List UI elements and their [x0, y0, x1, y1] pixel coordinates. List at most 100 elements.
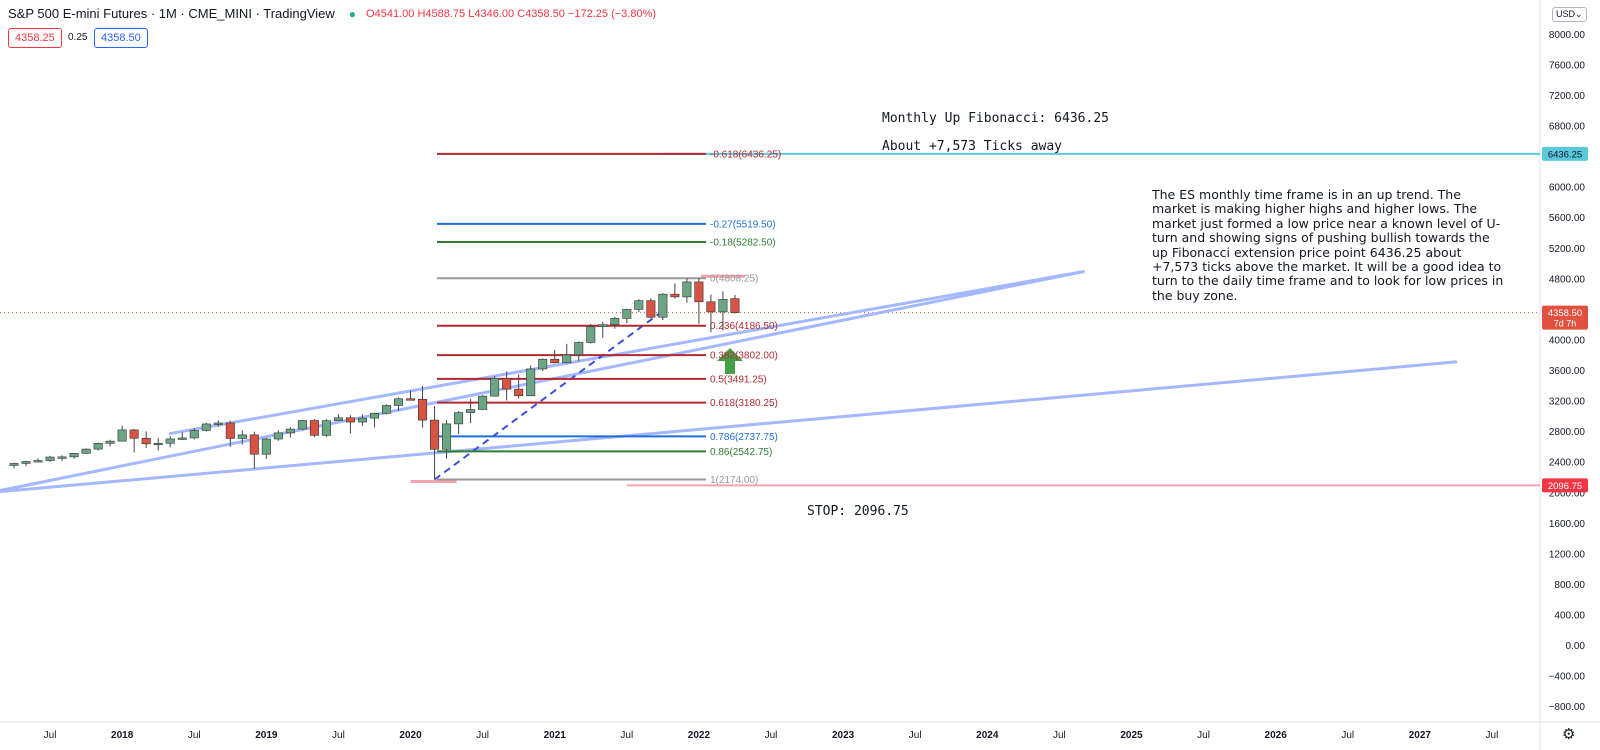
y-tick-label: 5600.00 — [1549, 213, 1586, 224]
x-tick-label: 2024 — [976, 730, 999, 741]
x-tick-label: 2023 — [832, 730, 855, 741]
candle-body — [538, 358, 548, 370]
gear-icon[interactable]: ⚙ — [1562, 726, 1576, 743]
buy-price-button[interactable]: 4358.50 — [94, 28, 148, 48]
candle-body — [129, 429, 139, 439]
last-price-label: 4358.50 — [1548, 308, 1582, 319]
fib-level-label: 0.5(3491.25) — [710, 374, 767, 385]
candle-body — [273, 432, 283, 440]
y-tick-label: 0.00 — [1566, 641, 1586, 652]
candle-body — [261, 438, 271, 455]
y-tick-label: 7600.00 — [1549, 60, 1586, 71]
x-tick-label: Jul — [332, 730, 345, 741]
candle-body — [285, 428, 295, 434]
green-up-arrow-icon — [717, 348, 743, 374]
candle-body — [610, 318, 620, 325]
candle-body — [490, 377, 500, 397]
sell-price-button[interactable]: 4358.25 — [8, 28, 62, 48]
candle-body — [213, 422, 223, 425]
candle-body — [57, 456, 67, 459]
spread-value: 0.25 — [68, 32, 88, 43]
candle-body — [502, 377, 512, 390]
last-price-label-bg — [1542, 305, 1588, 330]
fib-level-label: 0.382(3802.00) — [710, 351, 778, 362]
ticks-away-annotation[interactable]: About +7,573 Ticks away — [882, 139, 1063, 154]
low-value: L4346.00 — [468, 7, 515, 20]
candle-body — [393, 398, 404, 406]
trendline[interactable] — [0, 360, 1458, 494]
candle-body — [141, 437, 151, 445]
symbol-title[interactable]: S&P 500 E-mini Futures · 1M · CME_MINI ·… — [8, 6, 335, 21]
candlestick-series — [9, 278, 740, 480]
drawings — [0, 152, 1540, 494]
candle-body — [658, 293, 668, 318]
x-tick-label: Jul — [1053, 730, 1066, 741]
y-tick-label: 800.00 — [1554, 580, 1585, 591]
fib-level-label: -0.618(6436.25) — [710, 149, 781, 160]
y-tick-label: 3200.00 — [1549, 397, 1586, 408]
fib-target-annotation[interactable]: Monthly Up Fibonacci: 6436.25 — [882, 111, 1109, 126]
fib-level-label: -0.18(5282.50) — [710, 238, 776, 249]
candle-body — [33, 460, 43, 463]
x-tick-label: 2021 — [544, 730, 567, 741]
candle-body — [526, 368, 536, 397]
candle-body — [562, 354, 572, 364]
candle-body — [694, 281, 704, 303]
fibonacci-retracement[interactable]: -0.618(6436.25) -0.27(5519.50) -0.18(5282.… — [437, 149, 781, 486]
x-tick-label: Jul — [476, 730, 489, 741]
currency-selector[interactable]: USD⌄ — [1552, 7, 1587, 22]
candle-body — [418, 398, 428, 421]
target-price-label-bg — [1542, 146, 1588, 161]
candle-body — [718, 299, 728, 313]
stop-annotation[interactable]: STOP: 2096.75 — [807, 504, 909, 519]
y-tick-label: 4000.00 — [1549, 335, 1586, 346]
close-value: C4358.50 — [517, 7, 565, 20]
trendline[interactable] — [0, 270, 1085, 493]
y-tick-label: 7200.00 — [1549, 91, 1586, 102]
y-tick-label: 1200.00 — [1549, 549, 1586, 560]
x-tick-label: 2019 — [255, 730, 278, 741]
analysis-note[interactable]: The ES monthly time frame is in an up tr… — [1152, 187, 1504, 303]
y-tick-label: 6000.00 — [1549, 183, 1586, 194]
y-tick-label: 3600.00 — [1549, 366, 1586, 377]
y-tick-label: 6800.00 — [1549, 122, 1586, 133]
y-tick-label: 2800.00 — [1549, 427, 1586, 438]
y-tick-label: 5200.00 — [1549, 244, 1586, 255]
symbol-header[interactable]: S&P 500 E-mini Futures · 1M · CME_MINI ·… — [8, 6, 656, 21]
candle-body — [406, 398, 416, 401]
candle-body — [189, 430, 199, 439]
candle-body — [69, 452, 79, 458]
change-value: −172.25 (−3.80%) — [567, 7, 657, 20]
high-value: H4588.75 — [417, 7, 466, 20]
x-tick-label: Jul — [1197, 730, 1210, 741]
candle-body — [430, 419, 440, 450]
candle-body — [249, 434, 259, 455]
candle-body — [466, 409, 476, 413]
candle-body — [345, 417, 355, 423]
candle-body — [574, 342, 584, 356]
y-tick-label: 400.00 — [1554, 611, 1585, 622]
candle-body — [45, 456, 55, 461]
trendline[interactable] — [168, 270, 1085, 436]
chevron-down-icon: ⌄ — [1575, 9, 1583, 19]
fib-level-label: -0.27(5519.50) — [710, 219, 776, 230]
fib-level-label: 0.236(4186.50) — [710, 321, 778, 332]
candle-body — [730, 298, 740, 313]
x-tick-label: 2027 — [1409, 730, 1432, 741]
candle-body — [550, 358, 560, 364]
fib-level-label: 0.86(2542.75) — [710, 447, 772, 458]
candle-body — [442, 423, 452, 450]
fib-level-label: 1(2174.00) — [710, 475, 758, 486]
candle-body — [117, 429, 127, 442]
x-tick-label: 2026 — [1265, 730, 1288, 741]
candle-body — [309, 420, 319, 436]
green-dot-icon: ● — [348, 6, 357, 21]
candle-body — [369, 413, 379, 419]
x-tick-label: 2018 — [111, 730, 134, 741]
candle-body — [622, 309, 632, 319]
candle-body — [201, 423, 211, 431]
candle-body — [706, 301, 716, 313]
x-tick-label: Jul — [909, 730, 922, 741]
y-tick-label: 2400.00 — [1549, 458, 1586, 469]
